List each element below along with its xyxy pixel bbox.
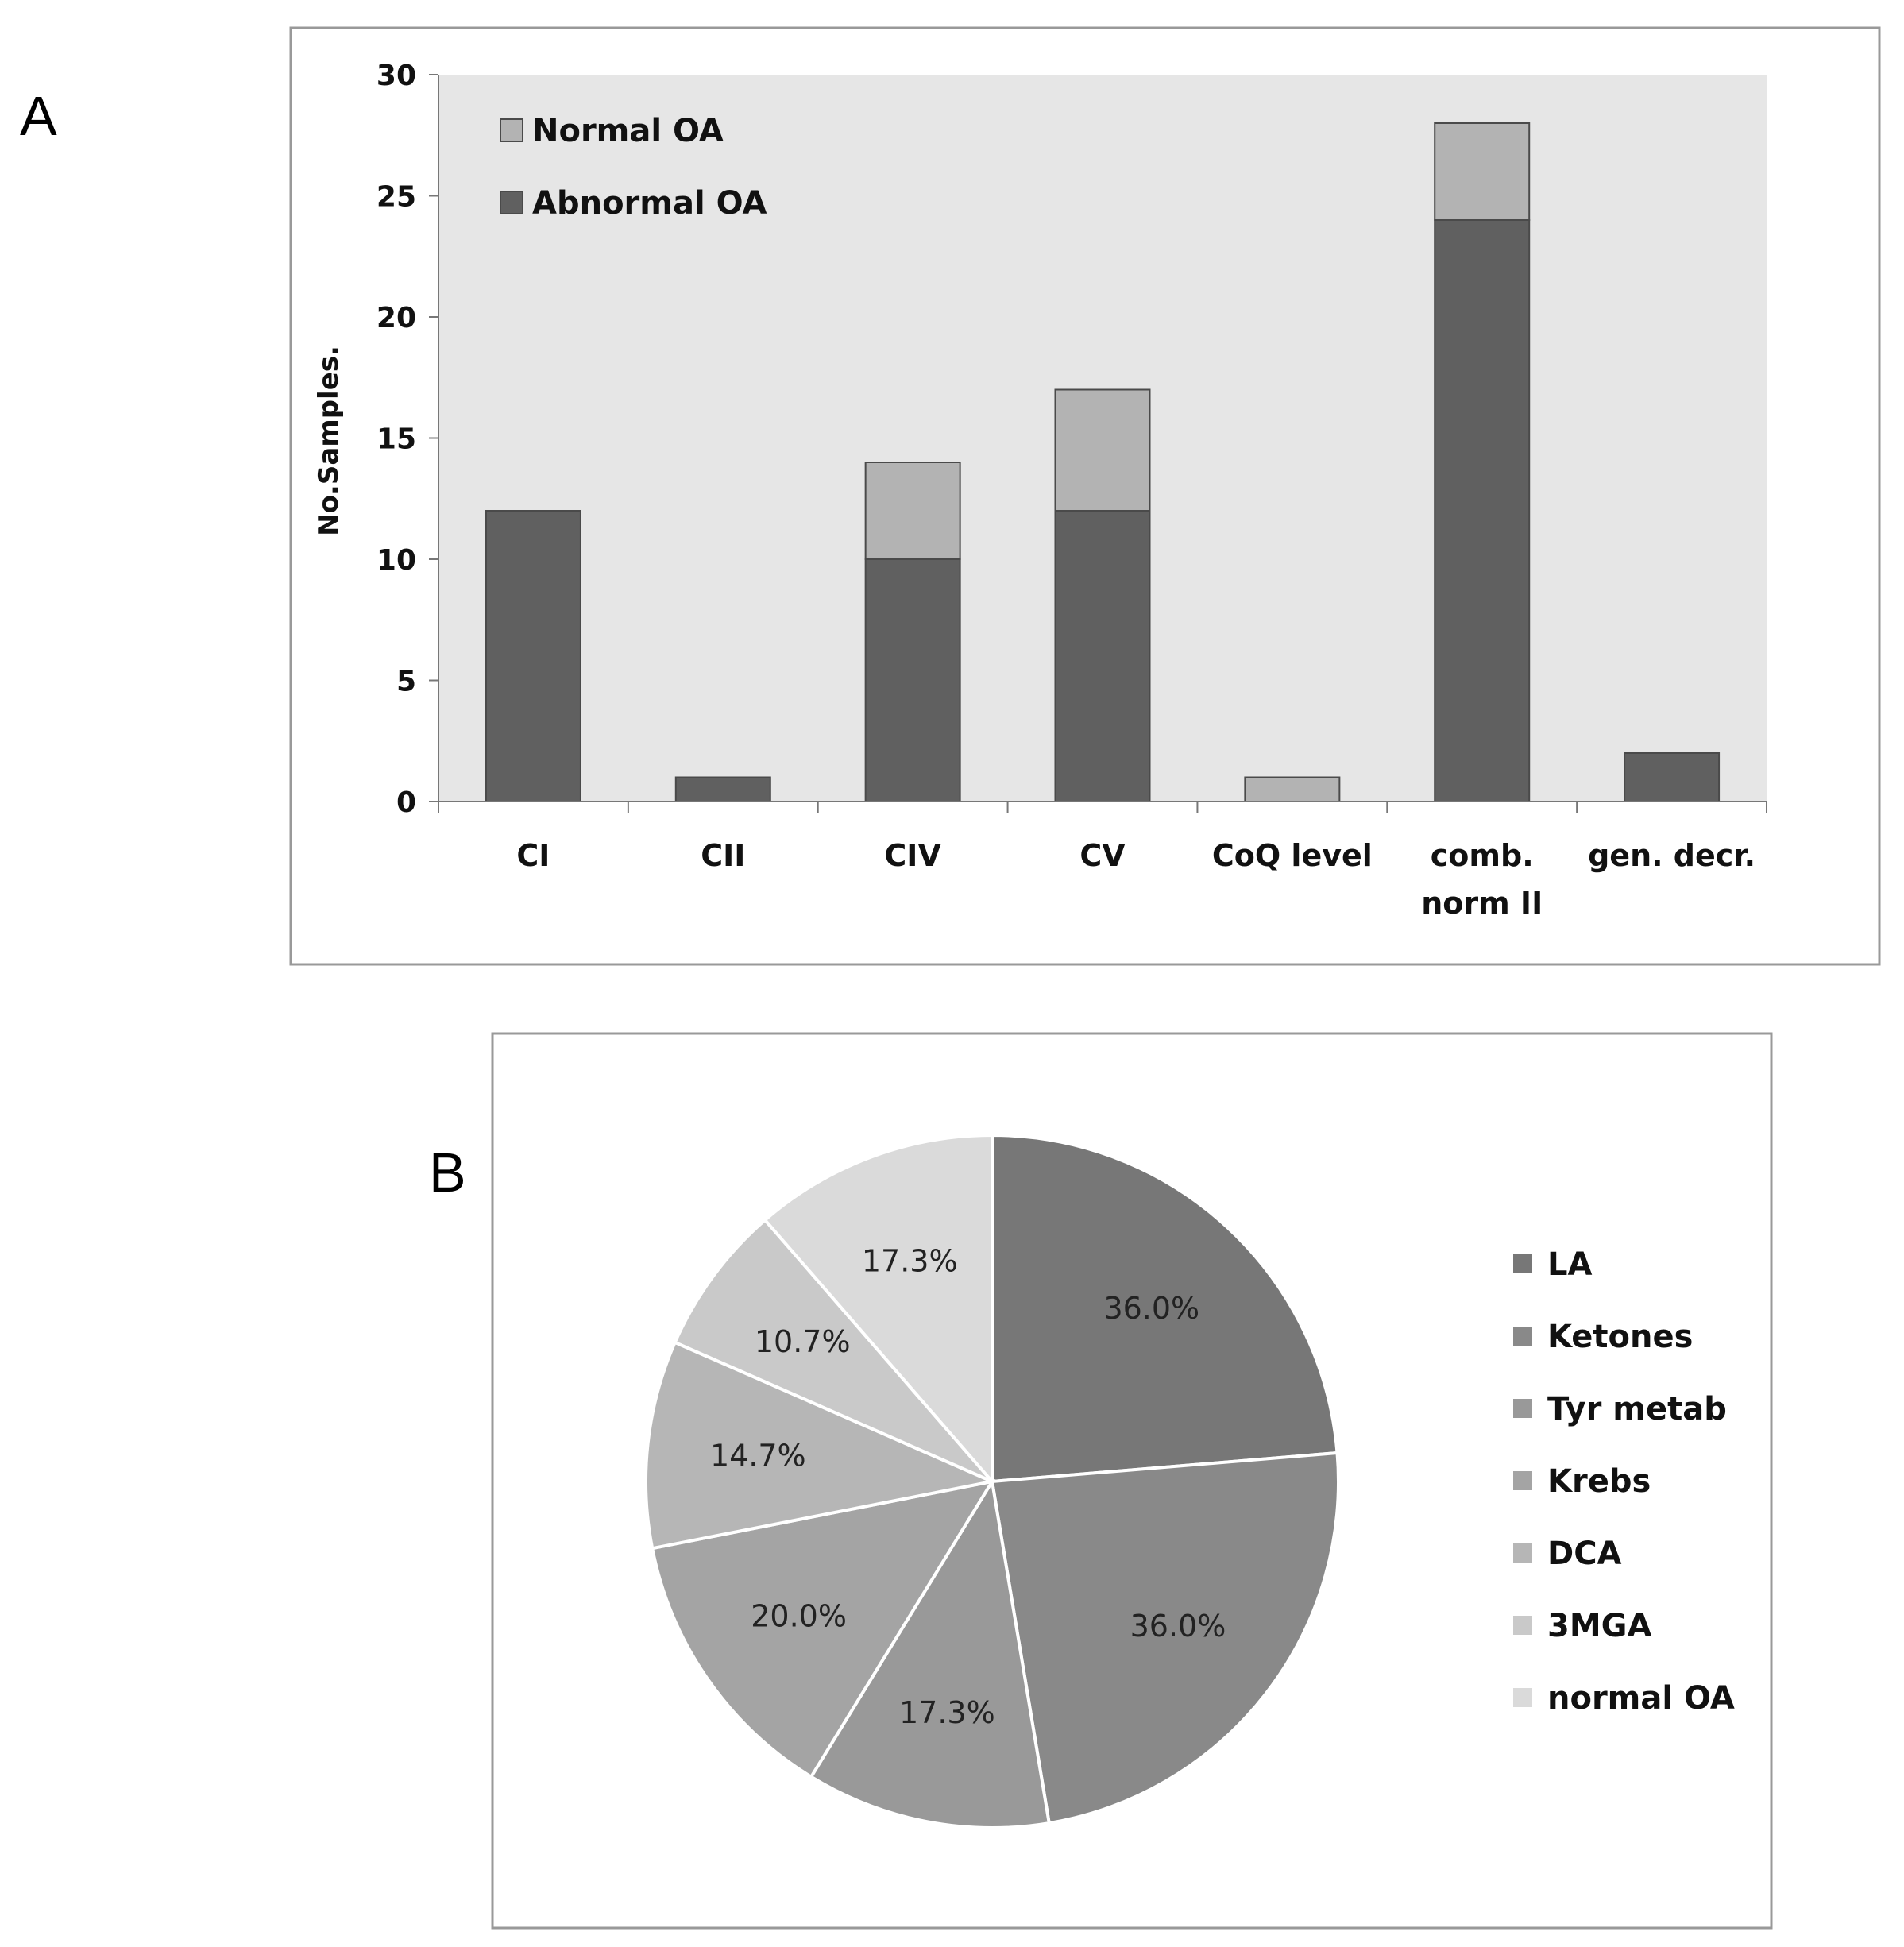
legend-label: Krebs	[1547, 1463, 1651, 1500]
legend-swatch	[500, 191, 523, 214]
legend-swatch	[1513, 1616, 1532, 1635]
legend-label: LA	[1547, 1246, 1592, 1283]
bar-normal-oa	[1434, 122, 1531, 221]
y-tick-label: 5	[396, 666, 416, 698]
y-axis-label: No.Samples.	[313, 346, 345, 536]
legend-label: Normal OA	[532, 113, 724, 149]
x-tick-label: norm II	[1421, 886, 1543, 921]
pie-data-label: 17.3%	[862, 1243, 958, 1278]
pie-data-label: 10.7%	[755, 1324, 851, 1359]
y-tick-label: 20	[377, 302, 416, 334]
pie-slice-3mga	[673, 1217, 994, 1483]
panel-label-a: A	[20, 85, 57, 147]
y-tick-label: 0	[396, 786, 416, 819]
pie-slice-normal-oa	[763, 1133, 994, 1486]
pie-data-label: 20.0%	[751, 1598, 847, 1633]
pie-data-label: 14.7%	[710, 1439, 806, 1474]
legend-label: 3MGA	[1547, 1608, 1651, 1644]
x-tick-label: CoQ level	[1212, 838, 1373, 873]
legend-label: normal OA	[1547, 1680, 1735, 1717]
bar-chart-panel: A CI CII CIV CV CoQ level comb. norm II gen. de…	[20, 26, 1881, 966]
legend-swatch	[1513, 1327, 1532, 1346]
bar-normal-oa	[1054, 388, 1151, 512]
legend-swatch	[1513, 1471, 1532, 1490]
x-tick-label: CIV	[884, 838, 941, 873]
bar-abnormal-oa	[1624, 752, 1721, 802]
bar-abnormal-oa	[674, 776, 771, 802]
y-tick-label: 25	[377, 181, 416, 214]
bar-abnormal-oa	[864, 558, 961, 802]
bar-normal-oa	[864, 462, 961, 560]
x-tick-label: comb.	[1431, 838, 1534, 873]
pie-chart-panel: B 36.0% 36.0% 17.3% 20.0% 14.7% 10.7% 17.3% LA…	[429, 1032, 1773, 1930]
legend-label: Ketones	[1547, 1319, 1693, 1355]
bar-abnormal-oa	[485, 510, 581, 802]
x-tick-label: CII	[701, 838, 745, 873]
pie-slice-dca	[644, 1340, 998, 1551]
bar-abnormal-oa	[1054, 510, 1151, 802]
pie-slice-krebs	[650, 1479, 996, 1779]
legend-label: DCA	[1547, 1536, 1622, 1572]
legend-label: Tyr metab	[1547, 1391, 1727, 1427]
legend-swatch	[1513, 1399, 1532, 1418]
pie-slice-ketones	[990, 1451, 1340, 1825]
x-tick-label: CI	[516, 838, 550, 873]
legend-swatch	[1513, 1254, 1532, 1273]
y-tick-label: 30	[377, 60, 416, 92]
pie-data-label: 17.3%	[899, 1695, 995, 1730]
x-tick-label: gen. decr.	[1588, 838, 1755, 873]
legend-swatch	[1513, 1543, 1532, 1563]
x-tick-label: CV	[1079, 838, 1126, 873]
pie-data-label: 36.0%	[1103, 1291, 1199, 1326]
pie-data-label: 36.0%	[1130, 1609, 1226, 1644]
bar-abnormal-oa	[1434, 219, 1531, 802]
y-tick-label: 10	[377, 544, 416, 577]
bar-normal-oa	[1244, 776, 1341, 802]
legend-swatch	[500, 118, 523, 142]
y-tick-label: 15	[377, 423, 416, 456]
panel-label-b: B	[429, 1142, 466, 1203]
legend-swatch	[1513, 1688, 1532, 1707]
pie-slice-la	[991, 1133, 1339, 1484]
legend-label: Abnormal OA	[532, 185, 767, 222]
pie-slice-tyr-metab	[809, 1477, 1052, 1829]
